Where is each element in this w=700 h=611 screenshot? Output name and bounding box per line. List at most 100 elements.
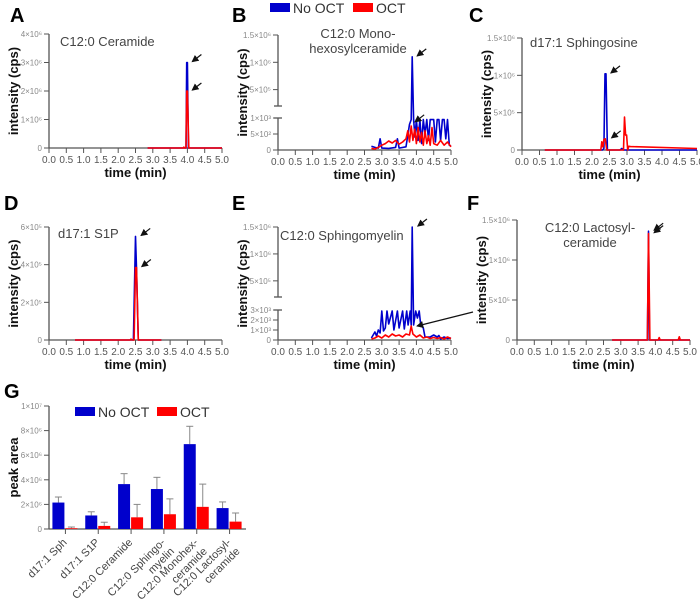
bar-oct <box>229 521 242 529</box>
x-tick-label: 2.5 <box>129 347 143 358</box>
panel-title: d17:1 Sphingosine <box>530 35 638 50</box>
x-tick-label: 5.0 <box>444 157 458 168</box>
legend-label: No OCT <box>98 404 150 420</box>
arrow-icon <box>416 218 428 227</box>
y-axis-label: intensity (cps) <box>235 239 250 327</box>
x-tick-label: 2.5 <box>358 347 372 358</box>
x-tick-label: 4.0 <box>409 157 423 168</box>
y-tick-label: 5×10⁵ <box>494 109 515 118</box>
x-tick-label: 1.5 <box>568 157 582 168</box>
panel-title: C12:0 Ceramide <box>60 34 155 49</box>
panel-A: A 0.0 0.5 1.0 1.5 2.0 2.5 3.0 3.5 4.0 4.5 5.0 0 1×10⁶… <box>6 5 229 180</box>
x-axis-label: time (min) <box>104 357 166 372</box>
x-tick-label: 0.0 <box>515 157 529 168</box>
x-tick-label: 1.0 <box>550 157 564 168</box>
y-tick-label: 1×10⁶ <box>250 58 271 67</box>
x-tick-label: 2.0 <box>340 347 354 358</box>
panel-D: D 0.0 0.5 1.0 1.5 2.0 2.5 3.0 3.5 4.0 4.5 5.0 0 2×10⁵… <box>4 193 229 372</box>
y-tick-label: 5×10⁵ <box>250 86 271 95</box>
y-tick-label: 0 <box>506 336 511 345</box>
bar-no-oct <box>118 484 131 529</box>
x-tick-label: 2.5 <box>603 157 617 168</box>
bar-no-oct <box>52 502 65 529</box>
x-tick-label: 0.5 <box>288 157 302 168</box>
x-category-label: C12:0 Ceramide <box>70 537 135 602</box>
x-tick-label: 4.5 <box>198 155 212 166</box>
arrow-icon <box>610 130 622 139</box>
legend-label: No OCT <box>293 0 345 16</box>
legend-swatch <box>270 3 290 12</box>
y-tick-label: 8×10⁶ <box>21 427 42 436</box>
trace-oct <box>544 116 698 151</box>
trace-oct <box>612 232 690 341</box>
x-tick-label: 3.0 <box>375 157 389 168</box>
y-tick-label: 3×10³ <box>250 306 271 315</box>
x-tick-label: 0.0 <box>271 347 285 358</box>
x-tick-label: 4.5 <box>673 157 687 168</box>
panel-title: C12:0 Mono-hexosylceramide <box>309 26 407 56</box>
x-tick-label: 2.0 <box>579 347 593 358</box>
panel-F: F 0.0 0.5 1.0 1.5 2.0 2.5 3.0 3.5 4.0 4.5 5.0 0 5×10⁵… <box>467 193 697 372</box>
x-tick-label: 0.5 <box>59 347 73 358</box>
trace-no-oct <box>370 226 452 340</box>
arrow-icon <box>414 114 425 123</box>
x-tick-label: 4.0 <box>409 347 423 358</box>
x-tick-label: 4.0 <box>180 155 194 166</box>
panel-label-D: D <box>4 193 18 215</box>
x-axis-label: time (min) <box>104 165 166 180</box>
y-tick-label: 5×10⁵ <box>489 296 510 305</box>
y-axis-label: intensity (cps) <box>235 48 250 136</box>
panel-label-C: C <box>469 5 483 27</box>
y-tick-label: 0 <box>267 146 272 155</box>
arrow-icon <box>140 259 152 268</box>
y-tick-label: 6×10⁵ <box>21 223 42 232</box>
bar-no-oct <box>85 515 98 529</box>
y-tick-label: 1×10³ <box>250 114 271 123</box>
x-tick-label: 3.5 <box>163 347 177 358</box>
y-tick-label: 5×10⁵ <box>250 277 271 286</box>
bar-oct <box>65 528 78 529</box>
trace-no-oct <box>612 230 690 341</box>
x-tick-label: 2.5 <box>358 157 372 168</box>
x-tick-label: 4.0 <box>180 347 194 358</box>
y-axis-label: intensity (cps) <box>6 47 21 135</box>
panel-C: C 0.0 0.51.0 1.52.0 2.53.0 3.54.0 4.55.0 0 5×10⁵… <box>469 5 700 182</box>
y-tick-label: 2×10³ <box>250 316 271 325</box>
bar-oct <box>163 514 176 529</box>
trace-no-oct <box>544 73 697 151</box>
y-tick-label: 0 <box>38 336 43 345</box>
x-tick-label: 3.0 <box>620 157 634 168</box>
x-axis-label: time (min) <box>572 357 634 372</box>
x-tick-label: 0.5 <box>59 155 73 166</box>
x-tick-label: 5.0 <box>215 155 229 166</box>
trace-no-oct <box>371 55 452 150</box>
y-tick-label: 1×10⁶ <box>489 256 510 265</box>
x-tick-label: 1.0 <box>306 157 320 168</box>
y-axis-label: peak area <box>6 437 21 498</box>
arrow-icon <box>191 54 202 63</box>
x-tick-label: 3.0 <box>146 347 160 358</box>
y-tick-label: 5×10² <box>250 130 271 139</box>
x-tick-label: 1.0 <box>77 347 91 358</box>
x-tick-label: 3.5 <box>163 155 177 166</box>
x-tick-label: 1.5 <box>562 347 576 358</box>
panel-B: B 0.0 0.5 1.0 1.5 2.0 2.5 3.0 3.5 4.0 4.5 5.0 0 5×10²… <box>232 5 458 182</box>
x-axis-label: time (min) <box>333 357 395 372</box>
trace-oct <box>147 90 222 149</box>
x-tick-label: 4.5 <box>427 347 441 358</box>
x-tick-label: 0.5 <box>288 347 302 358</box>
y-tick-label: 4×10⁵ <box>21 261 42 270</box>
x-tick-label: 2.0 <box>340 157 354 168</box>
x-axis-label: time (min) <box>578 167 640 182</box>
y-axis-label: intensity (cps) <box>479 50 494 138</box>
x-tick-label: 4.5 <box>666 347 680 358</box>
y-tick-label: 0 <box>511 146 516 155</box>
x-tick-label: 0.0 <box>510 347 524 358</box>
x-tick-label: 3.5 <box>392 157 406 168</box>
legend-swatch <box>157 407 177 416</box>
x-tick-label: 3.5 <box>631 347 645 358</box>
y-axis-label: intensity (cps) <box>6 239 21 327</box>
y-tick-label: 2×10⁶ <box>21 87 42 96</box>
